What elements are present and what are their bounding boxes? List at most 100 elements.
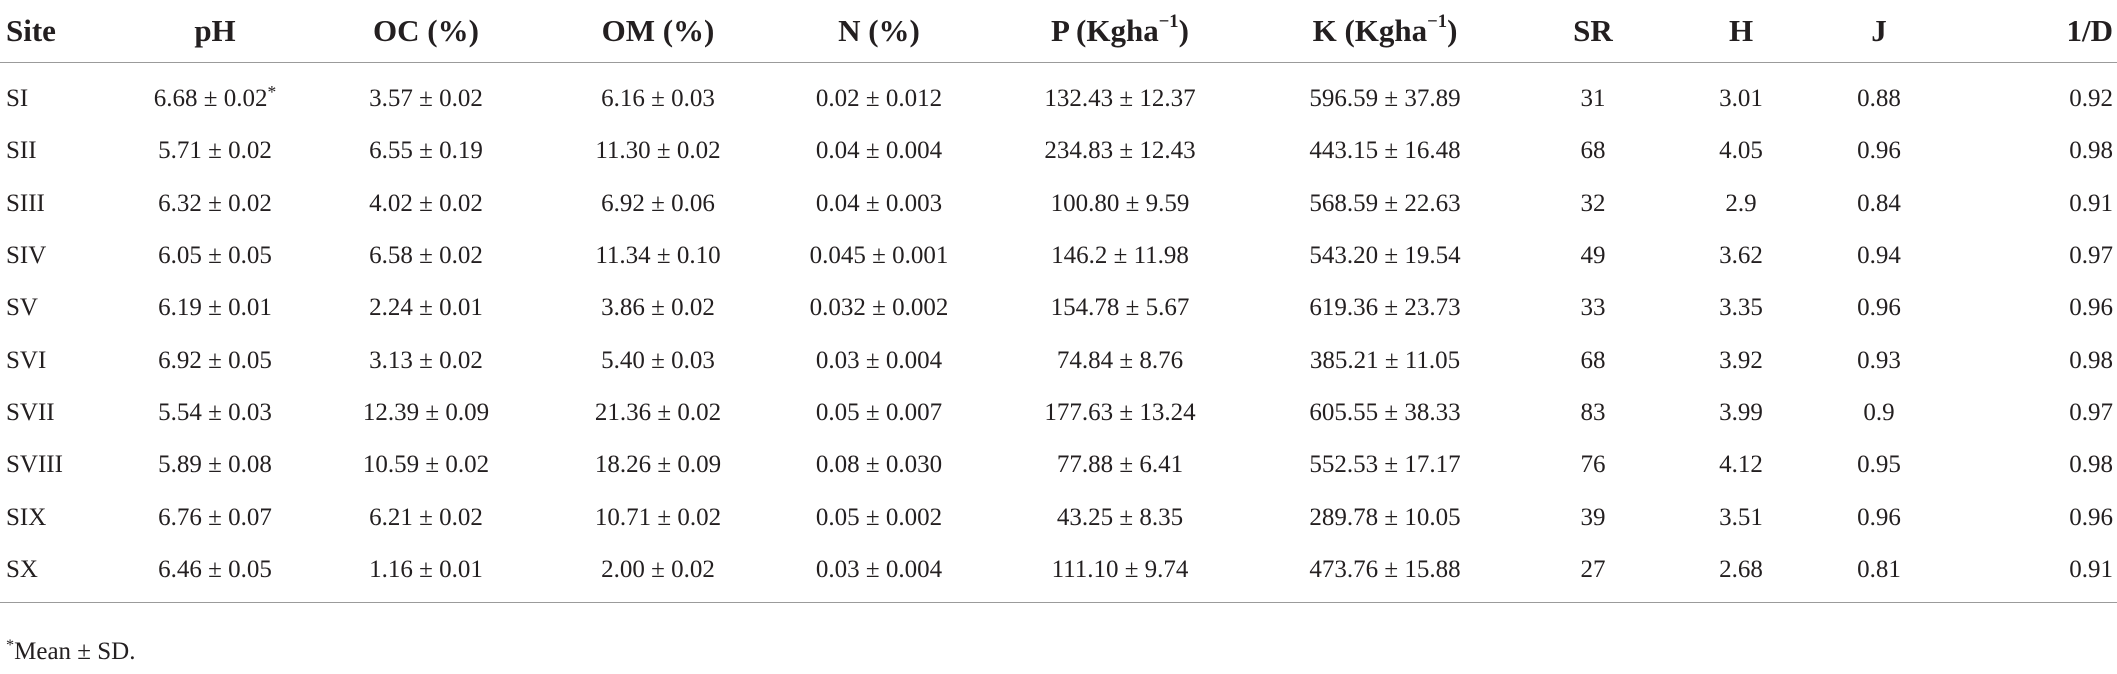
cell-om: 11.34 ± 0.10	[542, 230, 774, 282]
cell-p-value: 74.84 ± 8.76	[1056, 346, 1184, 374]
table-row: SII 5.71 ± 0.02 6.55 ± 0.19 11.30 ± 0.02 0.0…	[0, 125, 2117, 177]
cell-n-value: 0.03 ± 0.004	[815, 555, 943, 583]
cell-ph: 6.32 ± 0.02	[120, 178, 310, 230]
cell-n-value: 0.02 ± 0.012	[815, 85, 943, 113]
cell-ph: 6.68 ± 0.02*	[120, 63, 310, 126]
cell-j: 0.81	[1810, 544, 1948, 603]
cell-p: 146.2 ± 11.98	[984, 230, 1256, 282]
cell-h: 2.68	[1672, 544, 1810, 603]
cell-ph: 6.05 ± 0.05	[120, 230, 310, 282]
cell-site-value: SX	[6, 555, 38, 583]
cell-h: 3.92	[1672, 334, 1810, 386]
cell-k: 568.59 ± 22.63	[1256, 178, 1514, 230]
cell-j-value: 0.9	[1863, 398, 1895, 426]
cell-ph: 6.46 ± 0.05	[120, 544, 310, 603]
cell-sr: 39	[1514, 491, 1672, 543]
cell-k-value: 289.78 ± 10.05	[1309, 503, 1461, 531]
cell-j: 0.9	[1810, 387, 1948, 439]
header-k-exponent: −1	[1427, 11, 1448, 33]
cell-k: 619.36 ± 23.73	[1256, 282, 1514, 334]
header-site: Site	[0, 0, 120, 63]
cell-h-value: 3.51	[1719, 503, 1763, 531]
footnote-reference-mark: *	[267, 82, 277, 103]
cell-oc-value: 6.55 ± 0.19	[369, 137, 483, 165]
cell-oc-value: 4.02 ± 0.02	[369, 189, 483, 217]
cell-site: SVI	[0, 334, 120, 386]
header-om: OM (%)	[542, 0, 774, 63]
cell-n-value: 0.04 ± 0.004	[815, 137, 943, 165]
cell-sr-value: 68	[1580, 137, 1606, 165]
cell-sr: 76	[1514, 439, 1672, 491]
cell-p-value: 100.80 ± 9.59	[1050, 189, 1190, 217]
cell-oc: 1.16 ± 0.01	[310, 544, 542, 603]
data-table-container: Site pH OC (%) OM (%) N (%) P (Kgha−1) K…	[0, 0, 2117, 607]
cell-h: 3.51	[1672, 491, 1810, 543]
cell-ph: 6.92 ± 0.05	[120, 334, 310, 386]
cell-oc: 3.57 ± 0.02	[310, 63, 542, 126]
cell-k-value: 443.15 ± 16.48	[1309, 137, 1461, 165]
cell-p-value: 132.43 ± 12.37	[1044, 85, 1196, 113]
footnote-text: Mean ± SD.	[14, 638, 136, 665]
cell-n-value: 0.05 ± 0.007	[815, 398, 943, 426]
cell-om: 10.71 ± 0.02	[542, 491, 774, 543]
table-row: SVI 6.92 ± 0.05 3.13 ± 0.02 5.40 ± 0.03 0.03…	[0, 334, 2117, 386]
cell-om-value: 6.92 ± 0.06	[601, 189, 715, 217]
cell-ph-value: 6.92 ± 0.05	[158, 346, 272, 374]
cell-j-value: 0.84	[1857, 189, 1901, 217]
cell-j: 0.96	[1810, 491, 1948, 543]
cell-d: 0.97	[1948, 387, 2117, 439]
cell-h-value: 4.05	[1719, 137, 1763, 165]
cell-sr-value: 76	[1580, 451, 1606, 479]
cell-j: 0.84	[1810, 178, 1948, 230]
cell-oc: 2.24 ± 0.01	[310, 282, 542, 334]
cell-k-value: 605.55 ± 38.33	[1309, 398, 1461, 426]
cell-j: 0.95	[1810, 439, 1948, 491]
cell-sr: 83	[1514, 387, 1672, 439]
table-body: SI 6.68 ± 0.02* 3.57 ± 0.02 6.16 ± 0.03 0.02…	[0, 63, 2117, 603]
cell-j: 0.94	[1810, 230, 1948, 282]
cell-n: 0.04 ± 0.003	[774, 178, 984, 230]
cell-om: 6.92 ± 0.06	[542, 178, 774, 230]
cell-j: 0.96	[1810, 125, 1948, 177]
cell-d-value: 0.96	[2069, 503, 2113, 531]
header-p-exponent: −1	[1158, 11, 1179, 33]
cell-om: 21.36 ± 0.02	[542, 387, 774, 439]
cell-oc-value: 1.16 ± 0.01	[369, 555, 483, 583]
cell-sr-value: 31	[1580, 85, 1606, 113]
cell-d: 0.96	[1948, 282, 2117, 334]
cell-site: SV	[0, 282, 120, 334]
cell-site: SII	[0, 125, 120, 177]
cell-site: SIII	[0, 178, 120, 230]
cell-p-value: 43.25 ± 8.35	[1056, 503, 1184, 531]
cell-n: 0.08 ± 0.030	[774, 439, 984, 491]
cell-d-value: 0.98	[2069, 137, 2113, 165]
cell-j-value: 0.81	[1857, 555, 1901, 583]
cell-h: 3.99	[1672, 387, 1810, 439]
cell-p-value: 146.2 ± 11.98	[1051, 242, 1189, 270]
cell-p: 77.88 ± 6.41	[984, 439, 1256, 491]
cell-n: 0.03 ± 0.004	[774, 544, 984, 603]
cell-om-value: 6.16 ± 0.03	[601, 85, 715, 113]
cell-k-value: 552.53 ± 17.17	[1309, 451, 1461, 479]
cell-ph: 5.71 ± 0.02	[120, 125, 310, 177]
table-row: SV 6.19 ± 0.01 2.24 ± 0.01 3.86 ± 0.02 0.032…	[0, 282, 2117, 334]
header-p-base: P (Kgha	[1051, 13, 1159, 48]
cell-oc-value: 6.58 ± 0.02	[369, 242, 483, 270]
cell-oc: 4.02 ± 0.02	[310, 178, 542, 230]
cell-site: SIX	[0, 491, 120, 543]
table-row: SIX 6.76 ± 0.07 6.21 ± 0.02 10.71 ± 0.02 0.0…	[0, 491, 2117, 543]
cell-sr-value: 39	[1580, 503, 1606, 531]
cell-om: 11.30 ± 0.02	[542, 125, 774, 177]
footnote-mark: *	[6, 636, 15, 655]
cell-h-value: 3.92	[1719, 346, 1763, 374]
cell-sr: 31	[1514, 63, 1672, 126]
cell-oc-value: 10.59 ± 0.02	[362, 451, 490, 479]
header-k-base: K (Kgha	[1312, 13, 1428, 48]
cell-j-value: 0.95	[1857, 451, 1901, 479]
cell-sr: 27	[1514, 544, 1672, 603]
cell-p-value: 154.78 ± 5.67	[1050, 294, 1190, 322]
header-sr: SR	[1514, 0, 1672, 63]
cell-k: 443.15 ± 16.48	[1256, 125, 1514, 177]
cell-ph-value: 6.76 ± 0.07	[158, 503, 272, 531]
cell-sr: 68	[1514, 334, 1672, 386]
